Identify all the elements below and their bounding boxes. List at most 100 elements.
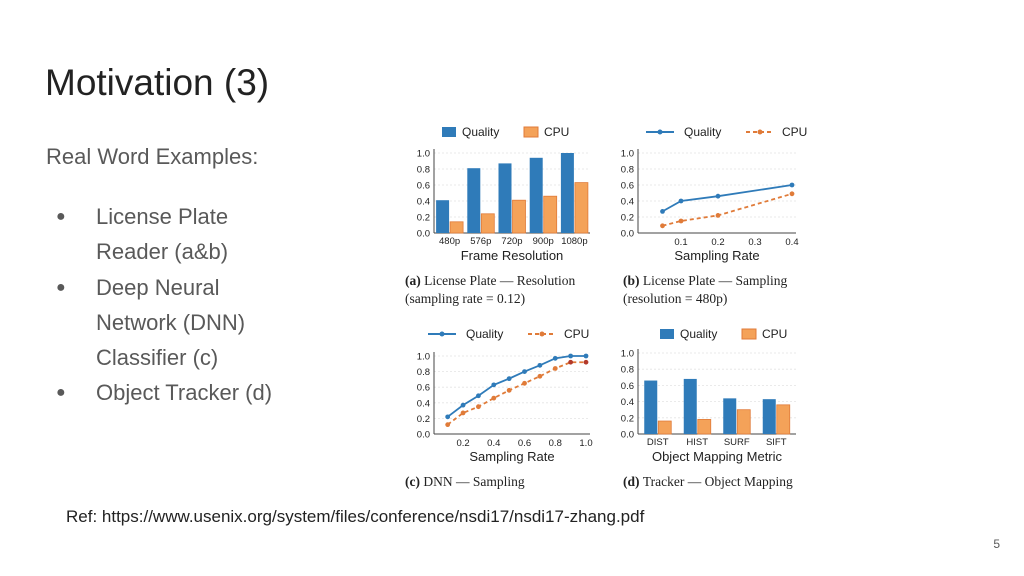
legend-quality-swatch bbox=[442, 127, 456, 137]
y-tick-label: 0.6 bbox=[417, 181, 430, 192]
x-tick-label: 0.4 bbox=[487, 438, 500, 449]
y-tick-label: 0.8 bbox=[417, 165, 430, 176]
caption-text: License Plate — Sampling bbox=[643, 273, 788, 288]
reference-link[interactable]: Ref: https://www.usenix.org/system/files… bbox=[66, 507, 645, 526]
x-tick-label: SIFT bbox=[766, 437, 787, 448]
legend-cpu-swatch bbox=[523, 126, 539, 138]
point-quality bbox=[660, 209, 665, 214]
caption-text: DNN — Sampling bbox=[423, 474, 525, 489]
legend-cpu-swatch bbox=[741, 328, 757, 340]
point-cpu bbox=[537, 373, 543, 379]
figure-caption: (b) License Plate — Sampling bbox=[623, 273, 787, 288]
legend-quality-label: Quality bbox=[462, 125, 499, 139]
point-cpu bbox=[491, 395, 497, 401]
x-tick-label: 576p bbox=[470, 236, 491, 247]
legend-quality-marker bbox=[439, 331, 445, 337]
bar-quality bbox=[436, 200, 450, 233]
y-tick-label: 0.2 bbox=[417, 414, 430, 425]
legend-quality-label: Quality bbox=[680, 327, 717, 341]
bar-cpu bbox=[480, 213, 495, 234]
point-cpu bbox=[460, 410, 466, 416]
legend-cpu-marker bbox=[539, 331, 545, 337]
series-line-quality bbox=[662, 184, 793, 213]
y-tick-label: 0.4 bbox=[417, 197, 430, 208]
bullet-text: Deep Neural Network (DNN) Classifier (c) bbox=[96, 274, 246, 371]
legend-cpu-label: CPU bbox=[762, 327, 787, 341]
point-quality bbox=[460, 402, 466, 408]
y-tick-label: 1.0 bbox=[621, 349, 634, 360]
y-tick-label: 0.4 bbox=[621, 197, 634, 208]
point-cpu bbox=[660, 223, 665, 229]
y-tick-label: 0.4 bbox=[621, 397, 634, 408]
x-tick-label: 0.2 bbox=[456, 438, 469, 449]
bar-quality bbox=[644, 380, 658, 434]
point-quality bbox=[476, 393, 481, 399]
bar-cpu bbox=[657, 420, 672, 435]
y-tick-label: 0.6 bbox=[621, 381, 634, 392]
y-tick-label: 0.4 bbox=[417, 398, 430, 409]
legend-quality-swatch bbox=[660, 329, 674, 339]
y-tick-label: 0.8 bbox=[417, 367, 430, 378]
bar-cpu bbox=[736, 409, 751, 435]
point-cpu bbox=[789, 191, 795, 197]
caption-text: License Plate — Resolution bbox=[424, 273, 575, 288]
y-tick-label: 0.2 bbox=[417, 213, 430, 224]
point-quality bbox=[552, 355, 558, 361]
x-tick-label: 1.0 bbox=[579, 438, 592, 449]
bar-quality bbox=[683, 378, 697, 434]
figure-caption: (d) Tracker — Object Mapping bbox=[623, 474, 793, 489]
y-tick-label: 0.0 bbox=[621, 229, 634, 240]
y-tick-label: 0.0 bbox=[417, 430, 430, 441]
bar-cpu bbox=[776, 404, 791, 435]
bullet-list: ● License Plate Reader (a&b) ● Deep Neural… bbox=[56, 199, 306, 411]
point-quality bbox=[445, 414, 451, 420]
point-cpu bbox=[552, 366, 558, 371]
x-axis-label: Object Mapping Metric bbox=[652, 449, 783, 464]
legend-cpu-label: CPU bbox=[544, 125, 569, 139]
x-axis-label: Sampling Rate bbox=[674, 248, 759, 263]
point-cpu bbox=[522, 380, 527, 386]
y-tick-label: 0.8 bbox=[621, 365, 634, 376]
x-tick-label: 720p bbox=[501, 236, 522, 247]
legend-quality-marker bbox=[657, 129, 663, 135]
y-tick-label: 0.2 bbox=[621, 413, 634, 424]
legend-cpu-label: CPU bbox=[782, 125, 807, 139]
x-tick-label: 480p bbox=[439, 236, 460, 247]
x-tick-label: HIST bbox=[686, 437, 708, 448]
caption-label: (a) bbox=[405, 273, 424, 288]
y-tick-label: 1.0 bbox=[621, 149, 634, 160]
bar-quality bbox=[723, 398, 737, 434]
bullet-dot-icon: ● bbox=[56, 384, 66, 402]
point-quality bbox=[568, 353, 574, 359]
y-tick-label: 1.0 bbox=[417, 352, 430, 363]
point-quality bbox=[789, 182, 795, 188]
x-axis-label: Sampling Rate bbox=[469, 449, 554, 464]
point-cpu bbox=[568, 359, 574, 365]
caption-label: (c) bbox=[405, 474, 423, 489]
bullet-dot-icon: ● bbox=[56, 278, 66, 296]
bullet-text: License Plate Reader (a&b) bbox=[96, 204, 229, 265]
x-axis-label: Frame Resolution bbox=[461, 248, 564, 263]
figure-caption: (c) DNN — Sampling bbox=[405, 474, 525, 489]
point-quality bbox=[583, 353, 589, 359]
bullet-item: ● License Plate Reader (a&b) bbox=[56, 199, 306, 270]
legend-cpu-label: CPU bbox=[564, 327, 589, 341]
bar-quality bbox=[762, 399, 776, 434]
x-tick-label: 900p bbox=[533, 236, 554, 247]
bar-cpu bbox=[697, 419, 712, 435]
legend-quality-label: Quality bbox=[466, 327, 503, 341]
figure-caption-line2: (resolution = 480p) bbox=[623, 291, 727, 306]
bar-cpu bbox=[574, 182, 589, 234]
slide-title: Motivation (3) bbox=[45, 62, 270, 103]
bar-quality bbox=[529, 157, 543, 233]
chart-d: Quality CPU 0.0 0.2 0.4 0.6 0.8 1.0 DIST HIST SURF… bbox=[621, 327, 796, 489]
bar-cpu bbox=[543, 195, 558, 234]
y-tick-label: 0.0 bbox=[417, 229, 430, 240]
y-tick-label: 0.0 bbox=[621, 430, 634, 441]
bullet-item: ● Object Tracker (d) bbox=[56, 375, 306, 410]
legend-quality-label: Quality bbox=[684, 125, 721, 139]
y-tick-label: 0.2 bbox=[621, 213, 634, 224]
chart-b: Quality CPU 0.0 0.2 0.4 0.6 0.8 1.0 0.1 0.2 0.3 0.4… bbox=[621, 125, 808, 306]
point-quality bbox=[715, 193, 721, 199]
bar-quality bbox=[498, 163, 512, 233]
